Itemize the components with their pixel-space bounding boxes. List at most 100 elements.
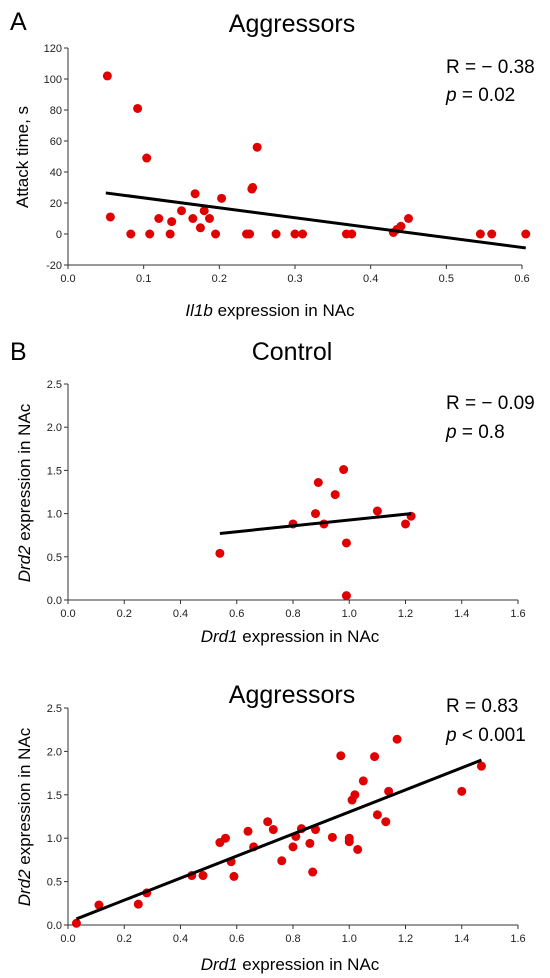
- x-tick-label: 1.4: [454, 608, 469, 620]
- correlation-r: R = − 0.09: [446, 393, 535, 414]
- x-tick-label: 0.0: [60, 273, 75, 285]
- y-tick-label: 0.0: [47, 920, 62, 932]
- data-points: [215, 465, 416, 601]
- chart-title: Aggressors: [229, 10, 355, 38]
- x-tick-label: 1.6: [510, 608, 525, 620]
- y-tick-label: 1.5: [47, 790, 62, 802]
- x-tick-label: 1.0: [342, 608, 357, 620]
- data-point: [313, 477, 323, 487]
- data-point: [341, 538, 351, 548]
- data-point: [133, 899, 143, 909]
- p-value: p < 0.001: [445, 725, 526, 746]
- panel-letter: A: [10, 8, 27, 36]
- x-tick-label: 0.4: [173, 608, 188, 620]
- data-points: [102, 71, 531, 250]
- data-point: [145, 229, 155, 239]
- x-tick-label: 0.8: [285, 933, 300, 945]
- y-tick-label: 1.0: [47, 833, 62, 845]
- data-point: [311, 509, 320, 519]
- data-point: [177, 206, 186, 216]
- data-point: [487, 229, 497, 239]
- data-point: [188, 214, 198, 223]
- p-value: p = 0.8: [445, 422, 505, 443]
- data-point: [199, 206, 209, 216]
- y-axis-label: Drd2 expression in NAc: [15, 727, 34, 906]
- data-point: [476, 761, 486, 771]
- y-tick-label: 100: [44, 74, 62, 86]
- data-point: [290, 229, 300, 239]
- panel-b-aggressors-scatter-chart: Aggressors R = 0.83 p < 0.001 Drd1 expre…: [15, 681, 526, 974]
- data-point: [372, 506, 382, 516]
- axes: 0.0 0.2 0.4 0.6 0.8 1.0 1.2 1.4 1.6 0.0 0.5 1.0 1.5 2…: [47, 379, 526, 620]
- y-tick-label: 0: [56, 229, 62, 241]
- data-point: [215, 548, 225, 558]
- x-axis-label: Drd1 expression in NAc: [201, 955, 380, 974]
- data-point: [217, 193, 227, 203]
- x-axis-label: Il1b expression in NAc: [185, 301, 355, 320]
- data-point: [350, 790, 360, 800]
- x-tick-label: 0.6: [229, 608, 244, 620]
- data-point: [204, 214, 214, 223]
- data-point: [167, 217, 177, 227]
- x-tick-label: 1.6: [510, 933, 525, 945]
- x-tick-label: 1.2: [398, 608, 413, 620]
- data-point: [457, 786, 467, 796]
- y-tick-label: 2.5: [47, 379, 62, 391]
- data-point: [252, 142, 262, 152]
- y-tick-label: 20: [50, 198, 62, 210]
- x-tick-label: 0.2: [117, 933, 132, 945]
- x-tick-label: 1.0: [342, 933, 357, 945]
- data-point: [344, 833, 354, 843]
- y-tick-label: 40: [50, 167, 62, 179]
- x-tick-label: 0.2: [212, 273, 227, 285]
- data-point: [165, 229, 175, 239]
- data-point: [336, 751, 346, 761]
- panel-b-control-scatter-chart: B Control R = − 0.09 p = 0.8 Drd1 expres…: [10, 338, 535, 646]
- data-point: [142, 153, 152, 163]
- y-tick-label: 0.5: [47, 877, 62, 889]
- y-tick-label: 1.0: [47, 509, 62, 521]
- x-tick-label: 0.3: [287, 273, 302, 285]
- y-tick-label: -20: [46, 260, 62, 272]
- data-point: [381, 817, 391, 827]
- regression-line: [105, 191, 526, 250]
- p-value: p = 0.02: [445, 85, 515, 106]
- y-tick-label: 2.0: [47, 746, 62, 758]
- data-point: [154, 214, 164, 223]
- axes: 0.0 0.2 0.4 0.6 0.8 1.0 1.2 1.4 1.6 0.0 0.5 1.0 1.5 2…: [47, 703, 526, 945]
- data-point: [358, 776, 368, 786]
- y-tick-label: 0.5: [47, 552, 62, 564]
- data-point: [353, 844, 363, 854]
- x-tick-label: 0.0: [60, 608, 75, 620]
- regression-line: [219, 512, 412, 535]
- data-point: [133, 103, 143, 113]
- data-point: [271, 229, 281, 239]
- data-point: [268, 825, 278, 835]
- data-point: [298, 229, 308, 239]
- data-point: [248, 183, 258, 192]
- data-point: [288, 842, 298, 852]
- x-tick-label: 0.0: [60, 933, 75, 945]
- data-point: [190, 189, 200, 199]
- data-point: [341, 591, 351, 601]
- x-tick-label: 0.2: [117, 608, 132, 620]
- data-point: [401, 519, 410, 529]
- panel-a-scatter-chart: A Aggressors R = − 0.38 p = 0.02 Il1b ex…: [10, 8, 535, 320]
- x-axis-label: Drd1 expression in NAc: [201, 627, 380, 646]
- chart-title: Control: [252, 338, 333, 366]
- data-point: [339, 465, 349, 475]
- data-point: [370, 752, 380, 762]
- data-point: [396, 221, 406, 231]
- x-tick-label: 0.4: [363, 273, 378, 285]
- x-tick-label: 1.2: [398, 933, 413, 945]
- y-axis-label: Attack time, s: [13, 106, 32, 208]
- data-points: [71, 734, 486, 928]
- data-point: [347, 229, 357, 239]
- chart-title: Aggressors: [229, 681, 355, 709]
- data-point: [243, 826, 253, 836]
- data-point: [102, 71, 112, 81]
- data-point: [521, 229, 531, 239]
- data-point: [229, 871, 239, 881]
- data-point: [211, 229, 221, 239]
- panel-letter: B: [10, 338, 27, 366]
